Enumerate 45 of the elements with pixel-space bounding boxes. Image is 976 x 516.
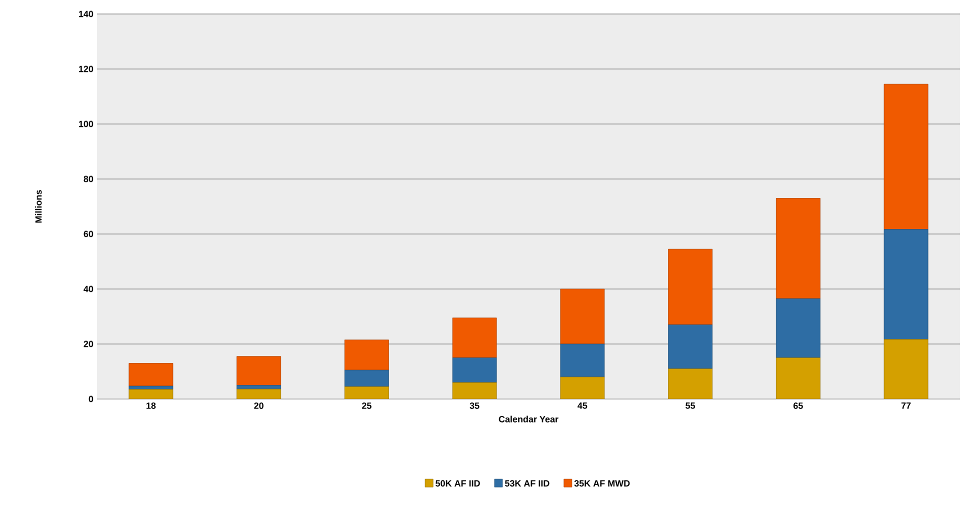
x-tick-label: 35 <box>470 402 480 409</box>
bar <box>884 339 928 399</box>
bar <box>344 370 389 387</box>
bar <box>560 288 605 344</box>
bar <box>560 376 605 399</box>
bar <box>560 344 605 378</box>
bar <box>452 382 497 399</box>
x-tick-label: 18 <box>146 402 156 409</box>
bar <box>344 340 389 370</box>
y-tick-label: 120 <box>79 66 94 72</box>
bar <box>344 386 389 399</box>
bar <box>776 298 820 358</box>
bar <box>236 389 281 399</box>
y-tick-label: 60 <box>84 230 94 238</box>
bar <box>128 389 173 399</box>
bar <box>668 324 713 369</box>
legend-label: 35K AF MWD <box>574 480 630 487</box>
y-axis-title: Millions <box>35 190 42 223</box>
bar <box>128 386 174 390</box>
bar <box>236 356 282 386</box>
legend-label: 50K AF IID <box>436 480 480 487</box>
bar <box>776 358 820 399</box>
bar <box>452 318 497 358</box>
bar <box>128 363 174 386</box>
x-tick-label: 25 <box>362 402 372 409</box>
y-tick-label: 140 <box>79 10 94 18</box>
legend-label: 53K AF IID <box>504 480 550 487</box>
bar <box>884 84 928 230</box>
bar <box>452 358 497 383</box>
x-tick-label: 45 <box>578 402 588 409</box>
bar <box>668 368 713 399</box>
x-tick-label: 77 <box>901 402 911 409</box>
y-tick-label: 0 <box>88 396 94 402</box>
x-axis-title: Calendar Year <box>498 416 558 422</box>
bar <box>776 198 820 299</box>
x-tick-label: 65 <box>794 402 803 409</box>
bar <box>236 385 282 390</box>
x-tick-label: 20 <box>254 402 264 409</box>
y-tick-label: 20 <box>84 340 94 348</box>
y-tick-label: 80 <box>84 176 94 182</box>
y-tick-label: 100 <box>79 120 94 128</box>
bar <box>884 229 928 340</box>
bar <box>668 248 713 325</box>
y-tick-label: 40 <box>84 286 94 292</box>
x-tick-label: 55 <box>686 402 696 409</box>
